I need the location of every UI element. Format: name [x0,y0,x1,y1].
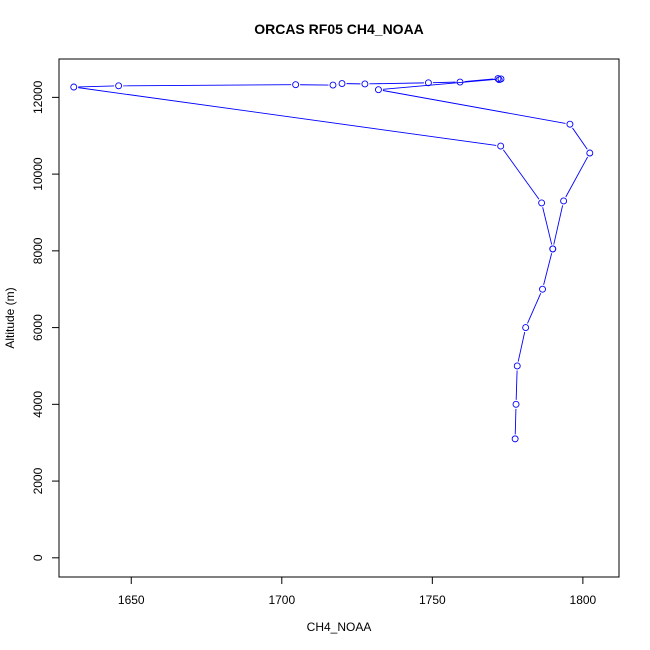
data-point [456,78,464,86]
series-segment [382,78,497,90]
data-point [560,197,568,205]
data-point [361,80,369,88]
data-point [497,142,505,150]
data-point [494,75,502,83]
series-segment [514,408,517,435]
series-segment [123,84,292,87]
series-segment [78,85,115,88]
series-segment [553,205,564,245]
y-tick-label: 8000 [31,237,45,264]
data-point [511,435,519,443]
series-segment [565,156,589,198]
data-point [538,199,546,207]
data-point [292,81,300,89]
y-tick-label: 0 [31,554,45,561]
y-tick-label: 10000 [31,157,45,191]
series-segment [382,90,566,124]
x-tick-label: 1700 [268,593,295,607]
y-tick-label: 6000 [31,314,45,341]
series-segment [502,149,540,200]
x-tick-label: 1800 [570,593,597,607]
data-point [424,79,432,87]
series-segment [515,370,518,400]
data-point [549,245,557,253]
x-tick-label: 1650 [118,593,145,607]
series-segment [543,253,553,285]
series-segment [542,207,553,245]
x-axis-label: CH4_NOAA [307,620,372,634]
data-point [329,81,337,89]
data-point [495,76,503,84]
series-segment [464,78,494,83]
plot-area [58,58,620,578]
data-point [374,86,382,94]
data-point [522,324,530,332]
series-segment [572,127,588,150]
chart-title: ORCAS RF05 CH4_NOAA [254,21,424,37]
data-point [586,149,594,157]
y-axis: 0 2000 4000 6000 8000 10000 12000 [31,80,60,561]
y-tick-label: 4000 [31,391,45,418]
x-axis: 1650 1700 1750 1800 [118,576,597,607]
data-point [513,362,521,370]
series-segment [527,293,542,324]
y-axis-label: Altitude (m) [3,287,17,348]
series-segment [78,87,497,146]
series-segment [517,331,526,362]
data-point [115,82,123,90]
series-layer [70,75,594,443]
data-point [338,80,346,88]
y-tick-label: 2000 [31,467,45,494]
data-point [70,83,78,91]
data-point [512,400,520,408]
data-point [539,285,546,293]
data-point [566,120,574,128]
x-tick-label: 1750 [419,593,446,607]
series-segment [369,82,424,85]
y-tick-label: 12000 [31,80,45,114]
series-segment [432,81,456,84]
